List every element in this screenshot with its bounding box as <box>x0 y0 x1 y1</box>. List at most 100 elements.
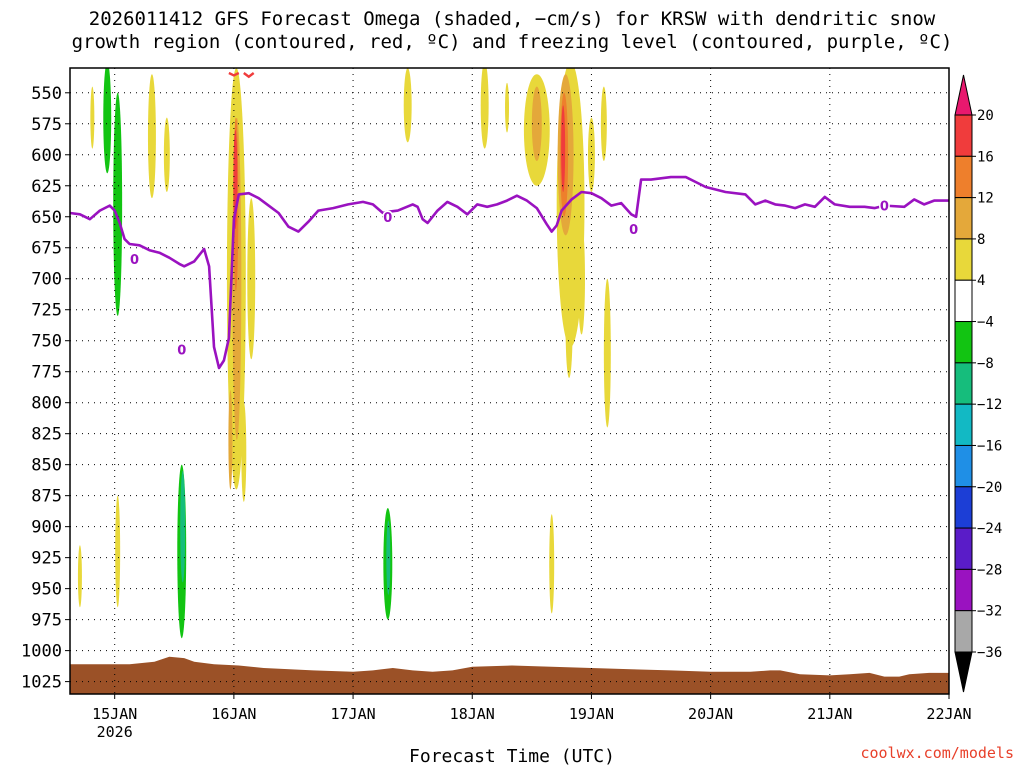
omega-region-2 <box>100 340 109 515</box>
colorbar-label-5: −4 <box>977 315 994 331</box>
x-tick-label-18JAN: 18JAN <box>450 705 495 723</box>
omega-region-14 <box>479 514 486 626</box>
y-tick-label-800: 800 <box>31 394 62 414</box>
x-tick-label-22JAN: 22JAN <box>926 705 971 723</box>
colorbar-bin-6 <box>954 321 973 364</box>
omega-region-17 <box>522 415 536 614</box>
y-tick-label-975: 975 <box>31 611 62 631</box>
x-tick-label-16JAN: 16JAN <box>211 705 256 723</box>
y-tick-label-900: 900 <box>31 518 62 538</box>
omega-region-34 <box>403 68 412 143</box>
colorbar-bin-9 <box>954 444 973 488</box>
omega-region-12 <box>418 446 427 558</box>
omega-region-42 <box>587 117 595 192</box>
colorbar-bin-4 <box>954 238 973 281</box>
snow-growth-contour-0 <box>228 71 240 77</box>
grid-layer <box>70 68 950 694</box>
colorbar-label-9: −20 <box>977 480 1002 496</box>
omega-region-10 <box>215 390 223 614</box>
omega-region-19 <box>568 511 575 542</box>
colorbar-bin-1 <box>954 114 973 157</box>
colorbar-label-2: 12 <box>977 191 994 207</box>
colorbar-bin-11 <box>954 527 973 570</box>
omega-region-29 <box>147 74 156 199</box>
colorbar-label-6: −8 <box>977 356 994 372</box>
x-tick-label-19JAN: 19JAN <box>569 705 614 723</box>
omega-region-6 <box>164 278 179 527</box>
y-tick-label-575: 575 <box>31 115 62 135</box>
colorbar-label-7: −12 <box>977 397 1002 413</box>
y-tick-label-950: 950 <box>31 580 62 600</box>
x-tick-label-21JAN: 21JAN <box>807 705 852 723</box>
colorbar-bin-12 <box>954 568 973 612</box>
omega-region-41 <box>578 222 585 335</box>
y-tick-label-650: 650 <box>31 208 62 228</box>
colorbar-label-1: 16 <box>977 149 994 165</box>
omega-region-8 <box>187 68 202 155</box>
y-tick-label-925: 925 <box>31 549 62 569</box>
colorbar-label-3: 8 <box>977 232 985 248</box>
y-tick-label-625: 625 <box>31 177 62 197</box>
colorbar-label-4: 4 <box>977 273 985 289</box>
omega-region-39 <box>565 278 573 378</box>
y-tick-label-600: 600 <box>31 146 62 166</box>
freezing-level-contour <box>70 175 949 370</box>
y-tick-label-550: 550 <box>31 84 62 104</box>
omega-region-35 <box>480 68 489 149</box>
y-tick-label-775: 775 <box>31 363 62 383</box>
colorbar-label-11: −28 <box>977 562 1002 578</box>
omega-region-15 <box>492 204 503 316</box>
x-tick-label-15JAN: 15JAN <box>92 705 137 723</box>
y-tick-label-700: 700 <box>31 270 62 290</box>
plot-frame <box>69 67 950 695</box>
y-tick-label-675: 675 <box>31 239 62 259</box>
y-tick-label-875: 875 <box>31 487 62 507</box>
colorbar-bin-13 <box>954 610 973 653</box>
colorbar-label-13: −36 <box>977 645 1002 661</box>
y-tick-label-825: 825 <box>31 425 62 445</box>
x-tick-label-20JAN: 20JAN <box>688 705 733 723</box>
omega-shading-layer <box>77 68 611 664</box>
omega-region-40 <box>549 514 555 614</box>
x-year-label: 2026 <box>97 723 133 741</box>
y-tick-label-1000: 1000 <box>21 642 62 662</box>
omega-region-9 <box>205 68 218 502</box>
omega-region-46 <box>228 390 233 490</box>
omega-region-0 <box>97 68 106 114</box>
omega-region-4 <box>124 68 137 323</box>
contour-layer: 0 0 0 0 0 <box>70 71 949 370</box>
colorbar-bin-8 <box>954 403 973 446</box>
y-tick-label-725: 725 <box>31 301 62 321</box>
omega-region-44 <box>603 278 611 428</box>
chart-title-line-1: 2026011412 GFS Forecast Omega (shaded, −… <box>88 8 936 30</box>
freezing-level-label-2: 0 <box>383 211 392 226</box>
freezing-level-label-0: 0 <box>130 253 139 268</box>
terrain-layer <box>70 656 949 694</box>
omega-region-32 <box>247 198 256 360</box>
y-tick-label-1025: 1025 <box>21 673 62 693</box>
omega-region-52 <box>561 105 566 192</box>
freezing-level-label-4: 0 <box>880 200 889 215</box>
colorbar-bin-10 <box>954 486 973 529</box>
snow-growth-contour-1 <box>243 72 255 79</box>
omega-region-21 <box>113 92 123 316</box>
x-tick-label-17JAN: 17JAN <box>330 705 375 723</box>
colorbar-label-8: −16 <box>977 438 1002 454</box>
colorbar: 20 16 12 8 4 −4 −8 −12 −16 −20 −24 −28 −32 −36 <box>954 74 1002 693</box>
colorbar-label-0: 20 <box>977 108 994 124</box>
colorbar-label-12: −32 <box>977 604 1002 620</box>
omega-region-26 <box>77 545 82 608</box>
colorbar-bin-2 <box>954 155 973 199</box>
x-axis-label: Forecast Time (UTC) <box>409 746 615 767</box>
omega-region-16 <box>499 432 505 473</box>
omega-region-13 <box>458 322 471 409</box>
colorbar-bin-5 <box>954 279 973 323</box>
omega-region-33 <box>241 402 247 502</box>
chart-title-line-2: growth region (contoured, red, ºC) and f… <box>71 31 953 53</box>
freezing-level-label-1: 0 <box>177 343 186 358</box>
freezing-level-label-3: 0 <box>629 223 638 238</box>
colorbar-arrow-bottom <box>954 651 973 693</box>
colorbar-arrow-top <box>954 74 973 116</box>
terrain-fill <box>70 656 949 694</box>
